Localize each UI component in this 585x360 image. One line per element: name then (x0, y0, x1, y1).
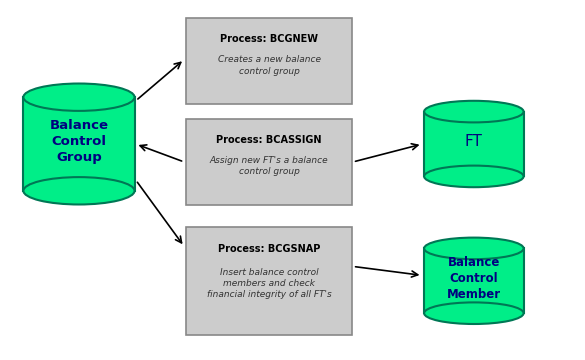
Text: Creates a new balance
control group: Creates a new balance control group (218, 55, 321, 76)
Ellipse shape (424, 101, 524, 122)
Bar (23, 97, 135, 191)
Text: Process: BCGSNAP: Process: BCGSNAP (218, 244, 321, 254)
Text: FT: FT (465, 134, 483, 149)
Ellipse shape (23, 177, 135, 204)
Ellipse shape (424, 166, 524, 187)
Bar (186, 227, 352, 335)
Text: Assign new FT's a balance
control group: Assign new FT's a balance control group (210, 156, 328, 176)
Text: Process: BCGNEW: Process: BCGNEW (220, 35, 318, 44)
Ellipse shape (23, 84, 135, 111)
Bar (186, 119, 352, 205)
Bar (424, 112, 524, 176)
Bar (186, 18, 352, 104)
Ellipse shape (424, 238, 524, 259)
Text: Balance
Control
Group: Balance Control Group (50, 119, 108, 164)
Ellipse shape (424, 302, 524, 324)
Text: Insert balance control
members and check
financial integrity of all FT's: Insert balance control members and check… (207, 268, 332, 299)
Bar (424, 248, 524, 313)
Text: Process: BCASSIGN: Process: BCASSIGN (216, 135, 322, 145)
Text: Balance
Control
Member: Balance Control Member (447, 256, 501, 301)
